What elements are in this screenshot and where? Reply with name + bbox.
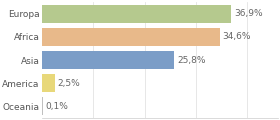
Bar	[42, 5, 231, 23]
Bar	[42, 74, 55, 92]
Text: 2,5%: 2,5%	[58, 79, 80, 88]
Text: 34,6%: 34,6%	[222, 32, 251, 41]
Text: 25,8%: 25,8%	[177, 55, 206, 65]
Bar	[42, 28, 220, 46]
Bar	[42, 51, 174, 69]
Bar	[42, 97, 43, 115]
Text: 0,1%: 0,1%	[45, 102, 68, 111]
Text: 36,9%: 36,9%	[234, 9, 262, 18]
